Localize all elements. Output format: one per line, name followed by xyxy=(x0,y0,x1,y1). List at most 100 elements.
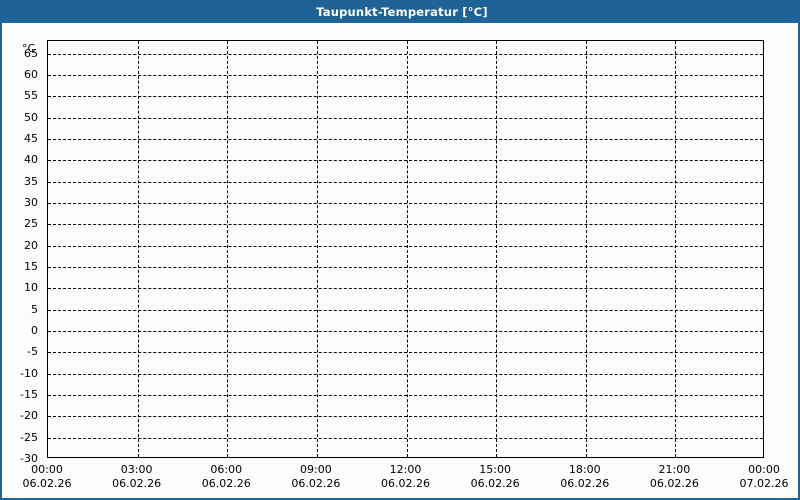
x-axis-tick-labels: 00:00 06.02.26 03:00 06.02.26 06:00 06.02.26 0… xyxy=(2,463,800,497)
y-axis-tick xyxy=(47,203,48,204)
y-axis-tick xyxy=(47,96,48,97)
x-axis-tick-time: 18:00 xyxy=(568,463,601,476)
x-axis-tick-date: 06.02.26 xyxy=(291,477,341,490)
y-axis-tick xyxy=(47,374,48,375)
horizontal-gridline xyxy=(48,437,763,439)
x-axis-tick-time: 00:00 xyxy=(748,463,780,476)
y-axis-tick xyxy=(47,182,48,183)
x-axis-tick-date: 06.02.26 xyxy=(560,477,610,490)
y-axis-tick xyxy=(47,416,48,417)
x-axis-tick xyxy=(436,457,437,458)
x-axis-tick xyxy=(616,457,617,458)
vertical-gridline xyxy=(137,41,139,457)
window-title-bar: Taupunkt-Temperatur [°C] xyxy=(2,2,800,23)
x-axis-tick-label: 00:00 06.02.26 xyxy=(7,463,87,491)
x-axis-tick xyxy=(735,457,736,458)
x-axis-tick-time: 03:00 xyxy=(120,463,153,476)
x-axis-tick-date: 06.02.26 xyxy=(201,477,251,490)
y-axis-tick-label: 65 xyxy=(24,46,38,60)
x-axis-tick xyxy=(377,457,378,458)
y-axis-tick xyxy=(47,75,48,76)
horizontal-gridline xyxy=(48,96,763,98)
horizontal-gridline xyxy=(48,352,763,354)
y-axis-tick xyxy=(47,54,48,55)
y-axis-tick-label: 0 xyxy=(31,324,38,338)
x-axis-tick-date: 06.02.26 xyxy=(470,477,520,490)
y-axis-unit-label: °C xyxy=(22,42,36,55)
x-axis-tick xyxy=(108,457,109,458)
vertical-gridline xyxy=(585,41,587,457)
y-axis-tick-label: 35 xyxy=(24,174,38,188)
x-axis-tick xyxy=(287,457,288,458)
horizontal-gridline xyxy=(48,416,763,418)
y-axis-tick xyxy=(47,310,48,311)
x-axis-tick xyxy=(138,457,139,458)
vertical-gridline xyxy=(316,41,318,457)
y-axis-tick xyxy=(47,224,48,225)
horizontal-gridline xyxy=(48,224,763,226)
y-axis-tick-label: 25 xyxy=(24,217,38,231)
horizontal-gridline xyxy=(48,139,763,141)
x-axis-tick-time: 00:00 xyxy=(31,463,63,476)
y-axis-tick xyxy=(47,139,48,140)
page-title: Taupunkt-Temperatur [°C] xyxy=(316,4,488,19)
x-axis-tick xyxy=(466,457,467,458)
y-axis-tick-label: 10 xyxy=(24,281,38,295)
y-axis-tick-label: 40 xyxy=(24,153,38,167)
x-axis-tick-label: 18:00 06.02.26 xyxy=(545,463,625,491)
x-axis-tick-date: 07.02.26 xyxy=(739,477,789,490)
x-axis-tick-time: 12:00 xyxy=(389,463,422,476)
horizontal-gridline xyxy=(48,395,763,397)
x-axis-tick-time: 15:00 xyxy=(479,463,511,476)
y-axis-tick-label: -10 xyxy=(20,366,38,380)
x-axis-tick xyxy=(526,457,527,458)
y-axis-tick xyxy=(47,118,48,119)
horizontal-gridline xyxy=(48,181,763,183)
y-axis-tick-label: -15 xyxy=(20,388,38,402)
x-axis-tick xyxy=(586,457,587,458)
x-axis-tick xyxy=(646,457,647,458)
x-axis-tick xyxy=(317,457,318,458)
x-axis-tick xyxy=(227,457,228,458)
y-axis-tick-label: 50 xyxy=(24,110,38,124)
x-axis-tick-date: 06.02.26 xyxy=(381,477,430,490)
horizontal-gridline xyxy=(48,245,763,247)
horizontal-gridline xyxy=(48,75,763,77)
x-axis-tick-time: 21:00 xyxy=(658,463,691,476)
horizontal-gridline xyxy=(48,267,763,269)
y-axis-tick xyxy=(47,267,48,268)
x-axis-tick-date: 06.02.26 xyxy=(22,477,72,490)
x-axis-tick-label: 15:00 06.02.26 xyxy=(455,463,535,491)
x-axis-tick-label: 12:00 06.02.26 xyxy=(366,463,446,491)
x-axis-tick-time: 06:00 xyxy=(210,463,243,476)
y-axis-tick-label: -25 xyxy=(20,430,38,444)
plot-area xyxy=(47,40,764,458)
x-axis-tick xyxy=(257,457,258,458)
horizontal-gridline xyxy=(48,160,763,162)
horizontal-gridline xyxy=(48,373,763,375)
y-axis-tick xyxy=(47,352,48,353)
x-axis-tick-label: 06:00 06.02.26 xyxy=(186,463,266,491)
vertical-gridline xyxy=(406,41,408,457)
y-axis-tick-label: 5 xyxy=(31,302,38,316)
y-axis-tick xyxy=(47,160,48,161)
x-axis-tick-label: 21:00 06.02.26 xyxy=(634,463,714,491)
horizontal-gridline xyxy=(48,331,763,333)
vertical-gridline xyxy=(496,41,498,457)
horizontal-gridline xyxy=(48,53,763,55)
y-axis-tick-label: 45 xyxy=(24,132,38,146)
y-axis-tick xyxy=(47,395,48,396)
x-axis-tick xyxy=(347,457,348,458)
x-axis-tick xyxy=(48,457,49,458)
y-axis-tick-label: 30 xyxy=(24,196,38,210)
horizontal-gridline xyxy=(48,203,763,205)
y-axis-tick xyxy=(47,438,48,439)
x-axis-tick xyxy=(675,457,676,458)
y-axis-tick-label: 55 xyxy=(24,89,38,103)
x-axis-tick-date: 06.02.26 xyxy=(649,477,699,490)
x-axis-tick xyxy=(705,457,706,458)
y-axis-tick xyxy=(47,288,48,289)
y-axis-tick-label: -5 xyxy=(27,345,38,359)
x-axis-tick xyxy=(407,457,408,458)
